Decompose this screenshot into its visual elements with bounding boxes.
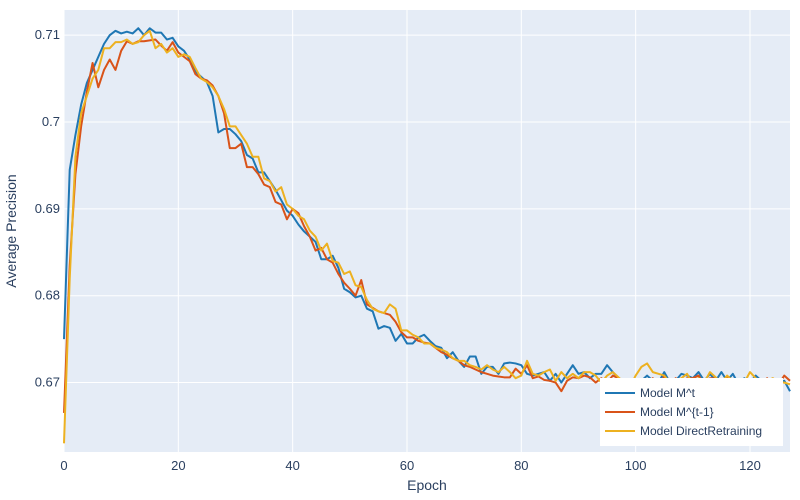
legend[interactable]: Model M^t Model M^{t-1} Model DirectRetrai… bbox=[600, 378, 783, 446]
x-tick-label: 40 bbox=[285, 458, 299, 473]
y-axis-title: Average Precision bbox=[3, 174, 19, 287]
gridlines bbox=[63, 10, 790, 452]
y-tick-label: 0.71 bbox=[35, 27, 60, 42]
tick-labels: 0 20 40 60 80 100 120 0.67 0.68 0.69 0.7 0.71 bbox=[35, 27, 761, 473]
legend-label: Model M^{t-1} bbox=[640, 405, 714, 419]
y-tick-label: 0.68 bbox=[35, 288, 60, 303]
x-axis-title: Epoch bbox=[407, 477, 447, 493]
x-tick-label: 0 bbox=[60, 458, 67, 473]
x-tick-label: 100 bbox=[625, 458, 647, 473]
y-tick-label: 0.69 bbox=[35, 201, 60, 216]
x-tick-label: 60 bbox=[400, 458, 414, 473]
legend-item-2[interactable]: Model M^{t-1} bbox=[605, 405, 714, 419]
legend-label: Model M^t bbox=[640, 386, 696, 400]
legend-item-1[interactable]: Model M^t bbox=[605, 386, 696, 400]
x-tick-label: 120 bbox=[739, 458, 761, 473]
legend-item-3[interactable]: Model DirectRetraining bbox=[605, 424, 762, 438]
x-tick-label: 80 bbox=[514, 458, 528, 473]
legend-label: Model DirectRetraining bbox=[640, 424, 762, 438]
y-tick-label: 0.7 bbox=[42, 114, 60, 129]
x-tick-label: 20 bbox=[171, 458, 185, 473]
y-tick-label: 0.67 bbox=[35, 375, 60, 390]
